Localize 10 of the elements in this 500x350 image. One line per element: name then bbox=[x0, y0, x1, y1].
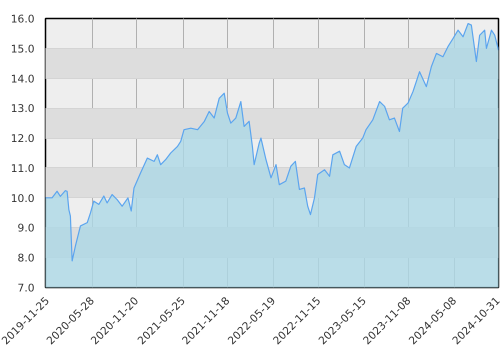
y-tick-label: 10.0 bbox=[10, 192, 35, 205]
y-tick-label: 14.0 bbox=[10, 72, 35, 86]
y-tick-label: 16.0 bbox=[10, 12, 35, 26]
y-tick-label: 9.0 bbox=[18, 222, 35, 235]
y-tick-label: 13.0 bbox=[10, 102, 35, 116]
y-tick-label: 11.0 bbox=[10, 162, 35, 175]
y-tick-label: 7.0 bbox=[18, 282, 35, 294]
y-tick-label: 12.0 bbox=[10, 132, 35, 146]
y-tick-label: 15.0 bbox=[10, 42, 35, 56]
y-tick-label: 8.0 bbox=[18, 252, 35, 265]
